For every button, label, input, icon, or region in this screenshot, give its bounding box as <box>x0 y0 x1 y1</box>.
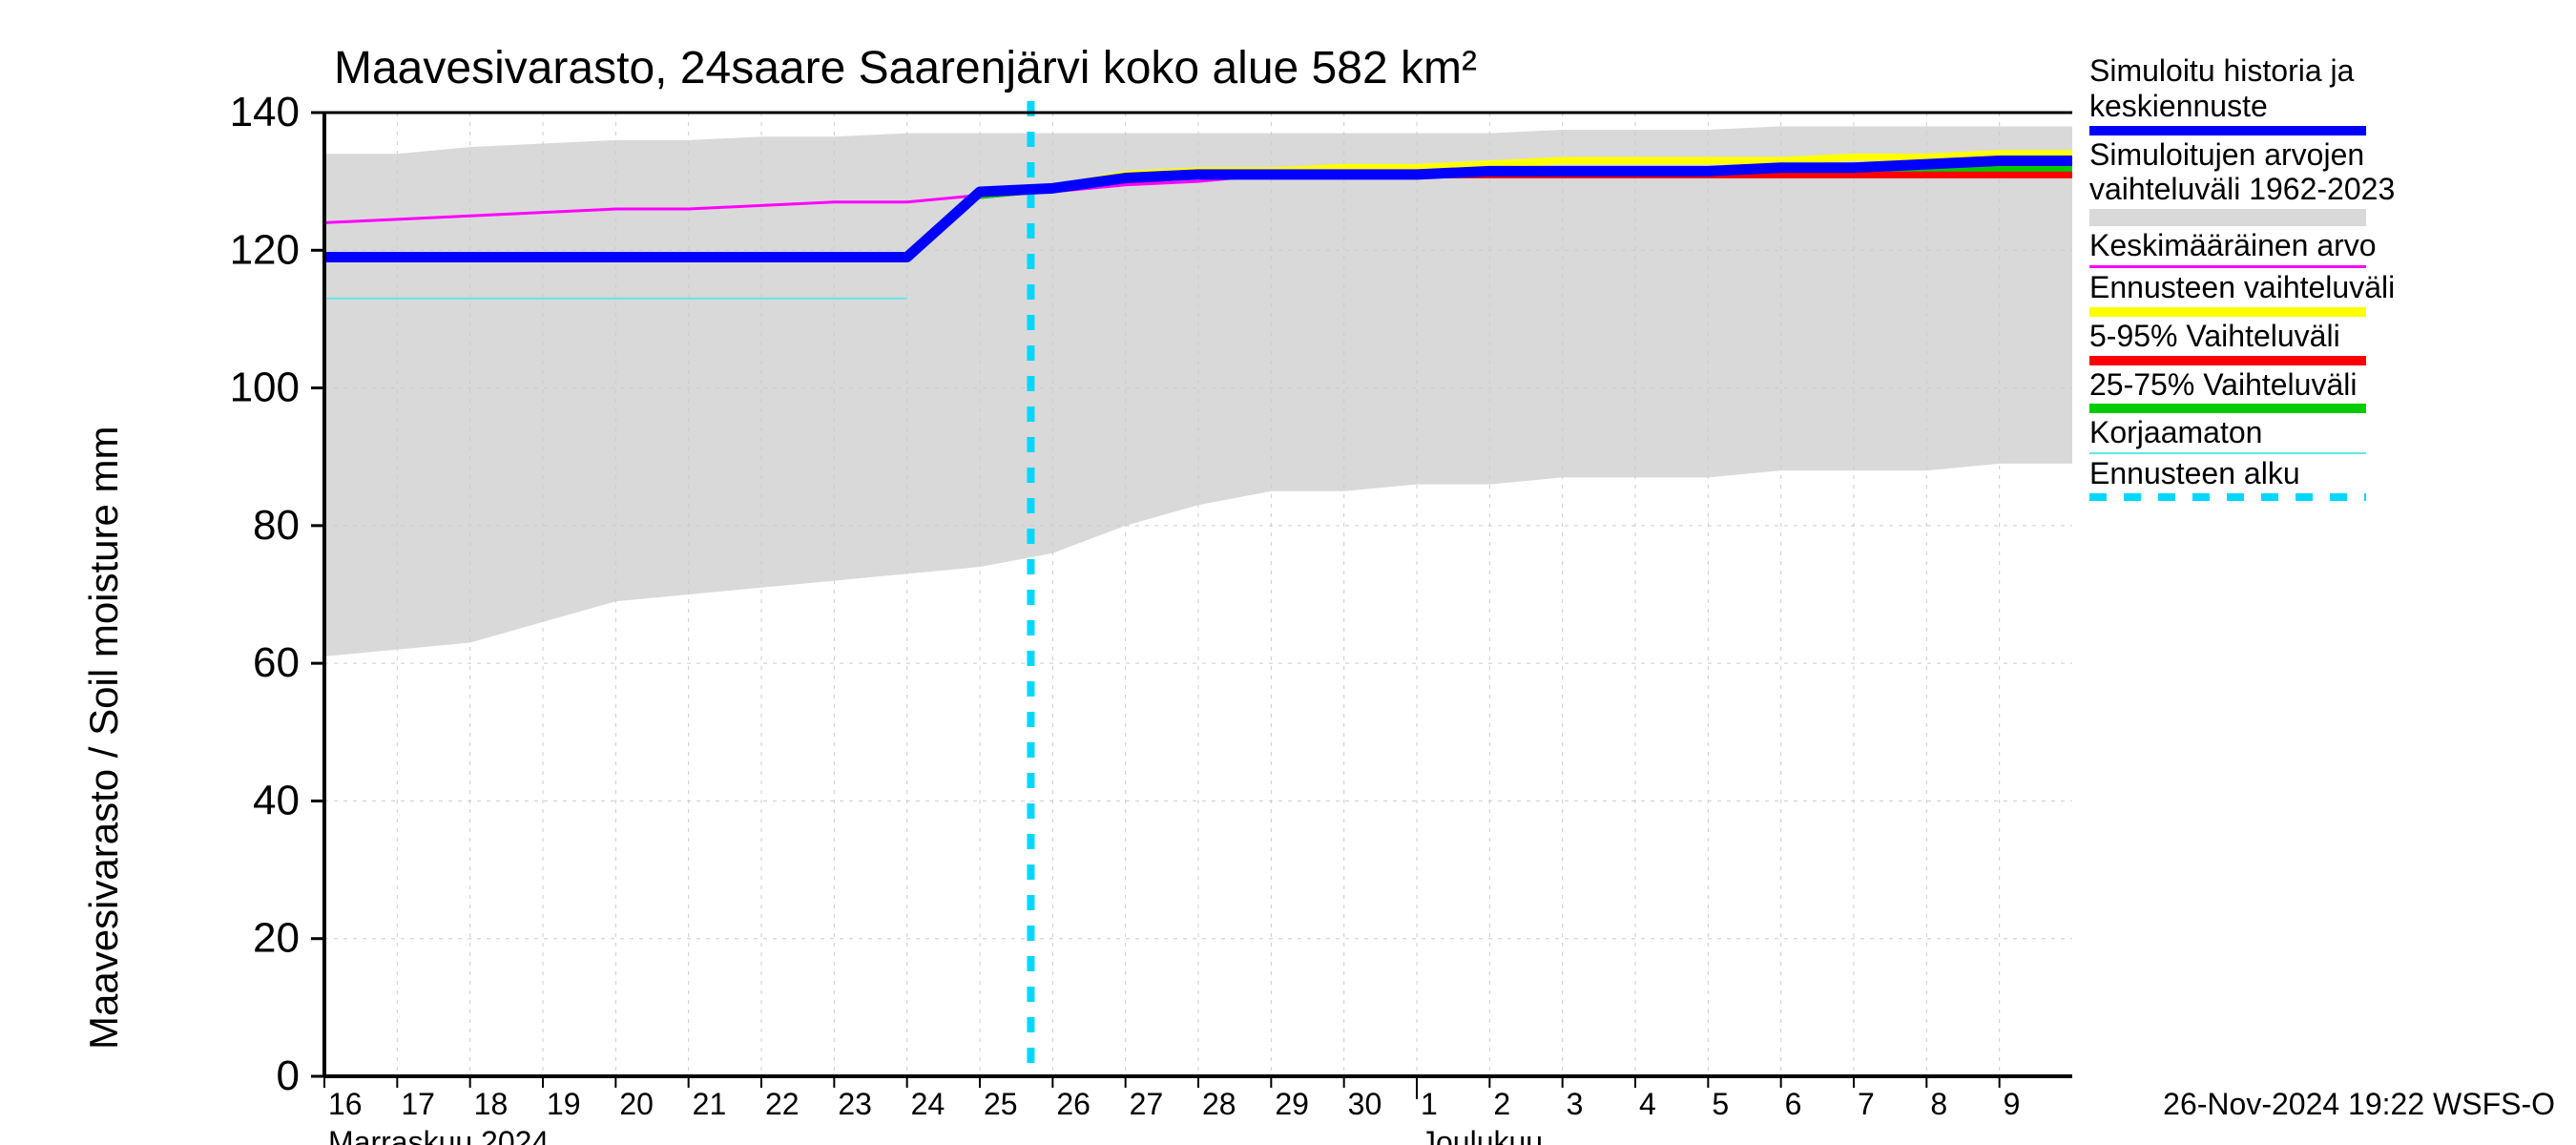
legend-swatch <box>2089 126 2366 135</box>
legend-label: Ennusteen alku <box>2089 456 2547 491</box>
legend-swatch <box>2089 265 2366 268</box>
legend-entry: Simuloitu historia ja keskiennuste <box>2089 53 2547 135</box>
legend-label: Ennusteen vaihteluväli <box>2089 270 2547 305</box>
legend-swatch <box>2089 493 2366 501</box>
legend-label: Keskimääräinen arvo <box>2089 228 2547 263</box>
legend-swatch <box>2089 404 2366 413</box>
y-tick-label: 100 <box>230 364 300 411</box>
legend-label: Simuloitu historia ja keskiennuste <box>2089 53 2547 124</box>
legend-entry: Korjaamaton <box>2089 415 2547 454</box>
x-tick-label: 9 <box>2004 1087 2021 1121</box>
x-tick-label: 1 <box>1421 1087 1438 1121</box>
x-tick-label: 27 <box>1130 1087 1164 1121</box>
chart-legend: Simuloitu historia ja keskiennuste Simulo… <box>2089 53 2547 503</box>
y-tick-label: 80 <box>253 502 300 549</box>
legend-swatch <box>2089 356 2366 365</box>
x-tick-label: 18 <box>474 1087 509 1121</box>
legend-entry: Simuloitujen arvojen vaihteluväli 1962-2… <box>2089 137 2547 227</box>
y-tick-label: 40 <box>253 777 300 823</box>
y-tick-label: 0 <box>277 1052 300 1099</box>
y-tick-label: 140 <box>230 89 300 135</box>
x-tick-label: 24 <box>911 1087 945 1121</box>
x-tick-label: 22 <box>765 1087 800 1121</box>
x-tick-label: 29 <box>1275 1087 1309 1121</box>
x-tick-label: 2 <box>1493 1087 1510 1121</box>
chart-title: Maavesivarasto, 24saare Saarenjärvi koko… <box>334 42 1477 94</box>
y-axis-label: Maavesivarasto / Soil moisture mm <box>81 191 127 1050</box>
x-tick-label: 25 <box>984 1087 1018 1121</box>
x-tick-label: 4 <box>1639 1087 1656 1121</box>
x-tick-label: 16 <box>328 1087 363 1121</box>
chart-timestamp: 26-Nov-2024 19:22 WSFS-O <box>2163 1087 2555 1122</box>
month-label-fi: Marraskuu 2024 <box>328 1125 549 1145</box>
legend-swatch <box>2089 209 2366 226</box>
x-tick-label: 20 <box>619 1087 654 1121</box>
x-tick-label: 7 <box>1858 1087 1875 1121</box>
legend-entry: Ennusteen alku <box>2089 456 2547 501</box>
y-tick-label: 120 <box>230 226 300 273</box>
x-tick-label: 30 <box>1348 1087 1382 1121</box>
legend-swatch <box>2089 452 2366 454</box>
legend-label: Simuloitujen arvojen vaihteluväli 1962-2… <box>2089 137 2547 208</box>
x-tick-label: 17 <box>401 1087 435 1121</box>
x-tick-label: 5 <box>1712 1087 1729 1121</box>
x-tick-label: 6 <box>1785 1087 1802 1121</box>
x-tick-label: 19 <box>547 1087 581 1121</box>
soil-moisture-chart: 0204060801001201401617181920212223242526… <box>0 0 2576 1145</box>
y-tick-label: 60 <box>253 639 300 686</box>
legend-entry: Ennusteen vaihteluväli <box>2089 270 2547 317</box>
x-tick-label: 26 <box>1056 1087 1091 1121</box>
month-label-fi: Joulukuu <box>1421 1125 1543 1145</box>
legend-swatch <box>2089 307 2366 317</box>
legend-entry: Keskimääräinen arvo <box>2089 228 2547 268</box>
x-tick-label: 21 <box>693 1087 727 1121</box>
legend-label: 5-95% Vaihteluväli <box>2089 319 2547 354</box>
x-tick-label: 28 <box>1202 1087 1236 1121</box>
legend-label: Korjaamaton <box>2089 415 2547 450</box>
x-tick-label: 3 <box>1567 1087 1584 1121</box>
legend-entry: 25-75% Vaihteluväli <box>2089 367 2547 414</box>
x-tick-label: 23 <box>838 1087 872 1121</box>
legend-label: 25-75% Vaihteluväli <box>2089 367 2547 403</box>
x-tick-label: 8 <box>1930 1087 1947 1121</box>
legend-entry: 5-95% Vaihteluväli <box>2089 319 2547 365</box>
y-tick-label: 20 <box>253 915 300 962</box>
